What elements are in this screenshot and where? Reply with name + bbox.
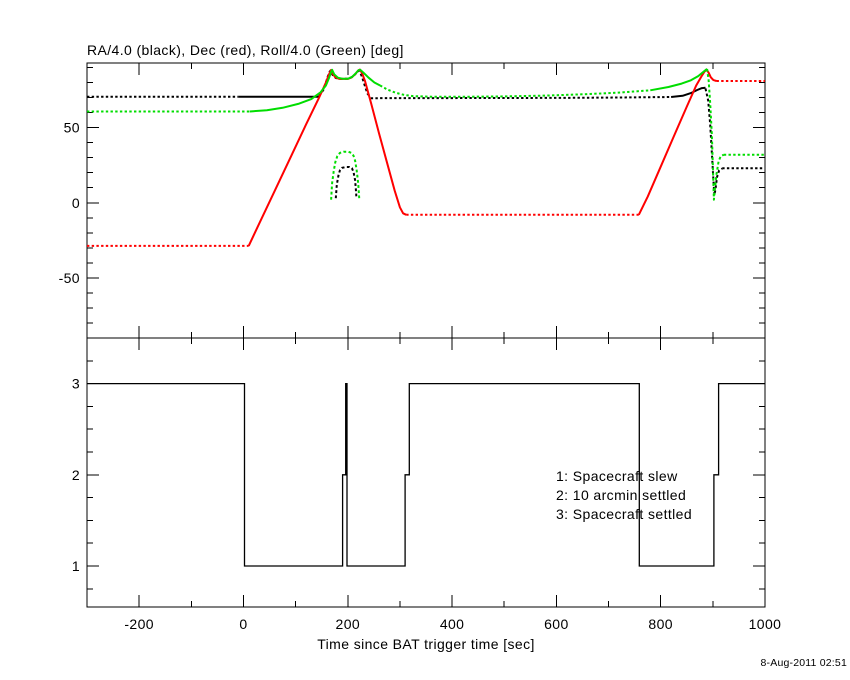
- ytick-label-2: 2: [72, 467, 80, 483]
- ytick-label-3: 3: [72, 376, 80, 392]
- xtick-label-0: 0: [239, 616, 247, 632]
- bottom-panel-frame: [86, 337, 766, 608]
- attitude-curves: [87, 68, 765, 247]
- xtick-label-1000: 1000: [749, 616, 782, 632]
- curve-ra-segment-7: [334, 166, 358, 199]
- curve-roll-segment-1: [249, 68, 381, 113]
- ytick-label-50: 50: [64, 120, 80, 136]
- ytick-label-1: 1: [72, 558, 80, 574]
- legend-line-settled: 3: Spacecraft settled: [556, 506, 692, 522]
- xaxis-label: Time since BAT trigger time [sec]: [317, 636, 535, 652]
- curve-ra-segment-4: [670, 86, 706, 98]
- curve-dec-segment-3: [637, 68, 717, 216]
- curve-settled-status: [87, 382, 765, 567]
- xtick-label-600: 600: [544, 616, 569, 632]
- curve-roll-segment-4: [706, 68, 725, 201]
- axis-ticks: [86, 63, 766, 607]
- curve-ra-segment-3: [370, 96, 672, 100]
- curve-ra-segment-5: [704, 88, 723, 197]
- legend-line-slew: 1: Spacecraft slew: [556, 468, 678, 484]
- creation-timestamp: 8-Aug-2011 02:51: [761, 657, 848, 669]
- ytick-label-neg50: -50: [59, 270, 80, 286]
- curve-roll-segment-3: [650, 68, 708, 92]
- xtick-label-neg200: -200: [124, 616, 154, 632]
- top-panel-frame: [86, 62, 766, 339]
- curve-roll-segment-6: [330, 150, 361, 200]
- curve-roll-segment-2: [379, 84, 651, 98]
- xtick-label-200: 200: [336, 616, 361, 632]
- legend-line-10arcmin: 2: 10 arcmin settled: [556, 487, 686, 503]
- plot-title: RA/4.0 (black), Dec (red), Roll/4.0 (Gre…: [87, 42, 404, 58]
- xtick-label-800: 800: [648, 616, 673, 632]
- xtick-label-400: 400: [440, 616, 465, 632]
- ytick-label-0: 0: [72, 195, 80, 211]
